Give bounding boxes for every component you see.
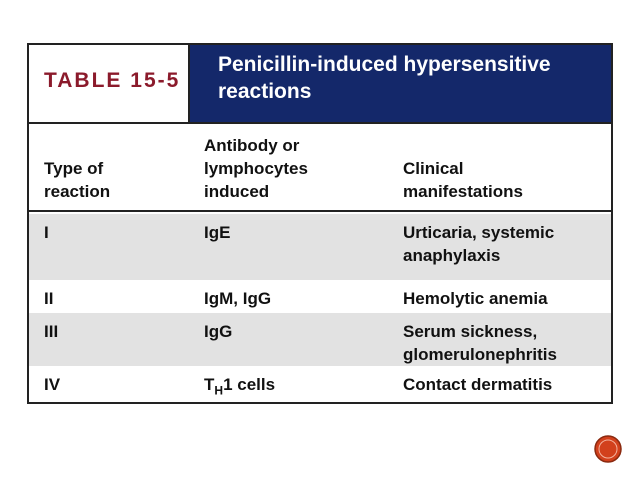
table-cell: TH1 cells [204,373,394,402]
column-header: Clinical manifestations [403,157,603,203]
table-cell: I [44,223,49,242]
header-line: lymphocytes [204,159,308,178]
header-line: manifestations [403,182,523,201]
table-cell: Urticaria, systemic anaphylaxis [403,223,555,265]
column-header: Type of reaction [44,157,194,203]
header-line: Clinical [403,159,464,178]
table-cell: Contact dermatitis [403,375,553,394]
table-label: TABLE 15-5 [29,45,190,122]
table-cell: IgM, IgG [204,289,272,308]
table-row: III IgG Serum sickness, glomerulonephritis [29,313,611,366]
table-cell: III [44,322,59,341]
nav-icon[interactable] [593,434,623,464]
header-row: Type of reaction Antibody or lymphocytes ind… [29,122,611,212]
table-cell: II [44,289,54,308]
subscript: H [214,383,224,398]
table-cell: IV [44,375,61,394]
table-row: II IgM, IgG Hemolytic anemia [29,280,611,313]
header-line: induced [204,182,270,201]
column-header: Antibody or lymphocytes induced [204,134,394,203]
header-line: Antibody or [204,136,300,155]
table-cell: Serum sickness, glomerulonephritis [403,322,557,364]
table-cell: IgG [204,322,233,341]
table-row: IV TH1 cells Contact dermatitis [29,366,611,402]
cell-text: T [204,375,215,394]
table-row: I IgE Urticaria, systemic anaphylaxis [29,214,611,280]
header-line: Type of [44,159,104,178]
table-cell: IgE [204,223,231,242]
table-cell: Hemolytic anemia [403,289,548,308]
table: TABLE 15-5 Penicillin-induced hypersensi… [27,43,613,404]
cell-text: 1 cells [223,375,276,394]
table-title: Penicillin-induced hypersensitive reacti… [190,45,611,122]
header-line: reaction [44,182,111,201]
